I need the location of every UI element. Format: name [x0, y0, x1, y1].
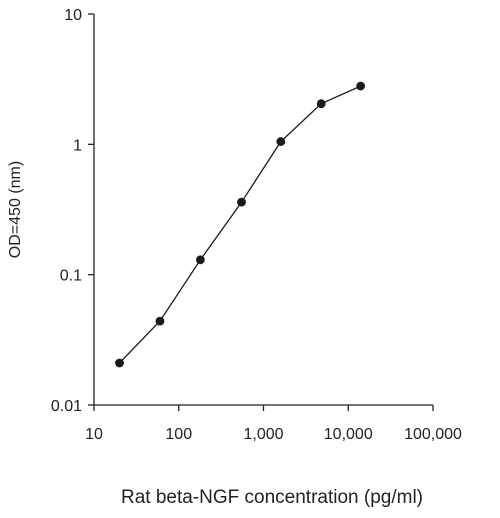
- data-point: [115, 358, 124, 368]
- y-tick-label: 0.01: [51, 398, 82, 415]
- x-tick-label: 100,000: [404, 426, 462, 443]
- data-point: [356, 81, 366, 91]
- data-point: [155, 316, 165, 326]
- y-tick-label: 0.1: [60, 268, 82, 285]
- y-tick-label: 10: [64, 7, 82, 24]
- data-point: [195, 255, 205, 265]
- y-tick-label: 1: [73, 137, 82, 154]
- y-axis-ticks: 0.01 0.1 1 10: [51, 7, 94, 415]
- x-tick-label: 10,000: [324, 426, 373, 443]
- x-tick-label: 10: [85, 426, 103, 443]
- y-axis-title: OD=450 (nm): [7, 161, 24, 258]
- x-tick-label: 100: [165, 426, 192, 443]
- plot-frame: [93, 14, 433, 406]
- x-axis-title: Rat beta-NGF concentration (pg/ml): [121, 487, 423, 508]
- data-point: [316, 99, 326, 109]
- series-points-group: [115, 81, 366, 368]
- data-point: [237, 197, 246, 207]
- x-tick-label: 1,000: [243, 426, 283, 443]
- x-axis-ticks: 10 100 1,000 10,000 100,000: [85, 405, 462, 443]
- data-point: [276, 137, 286, 146]
